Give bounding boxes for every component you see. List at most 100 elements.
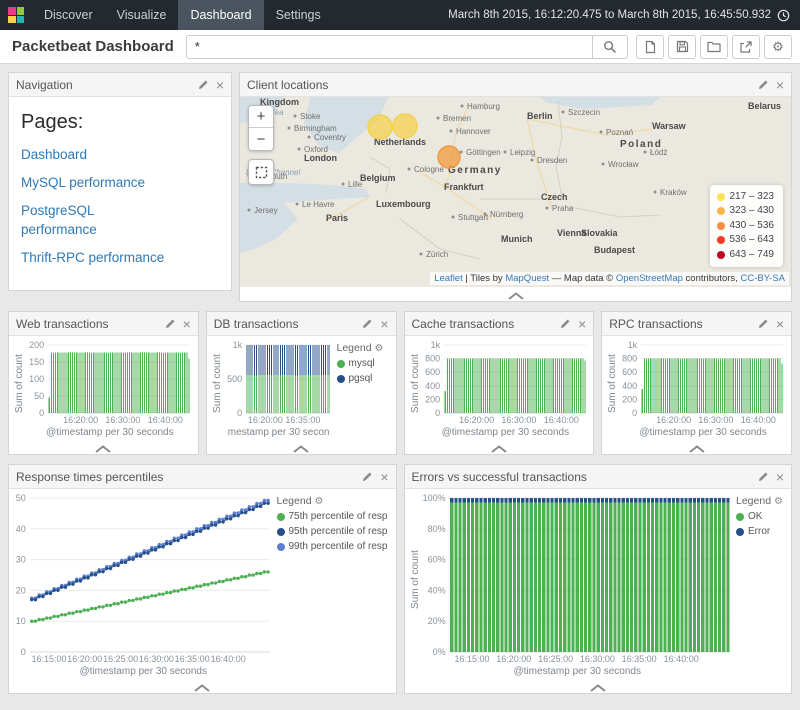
svg-text:Poznań: Poznań: [606, 128, 633, 137]
svg-text:0: 0: [21, 647, 26, 657]
svg-text:16:15:00: 16:15:00: [454, 654, 489, 664]
dashboard-link[interactable]: Dashboard: [21, 147, 88, 162]
web-transactions-chart[interactable]: 0 50 100 150 200 16:20:00 16:30:00 16:40:00: [26, 340, 194, 426]
map-zoom-in-button[interactable]: +: [249, 106, 273, 128]
dashboard-link[interactable]: MySQL performance: [21, 174, 146, 190]
chart-legend: Legend ⚙ mysql pgsql: [334, 340, 392, 426]
open-dashboard-button[interactable]: [700, 34, 728, 59]
dashboard-settings-button[interactable]: ⚙: [764, 34, 792, 59]
x-axis-title: @timestamp per 30 seconds: [46, 427, 174, 438]
attribution-link[interactable]: OpenStreetMap: [615, 273, 683, 284]
remove-panel-button[interactable]: ×: [380, 315, 389, 332]
new-dashboard-button[interactable]: [636, 34, 664, 59]
nav-item-discover[interactable]: Discover: [44, 8, 93, 22]
svg-text:1k: 1k: [232, 340, 242, 350]
share-dashboard-button[interactable]: [732, 34, 760, 59]
remove-panel-button[interactable]: ×: [215, 76, 224, 93]
legend-item[interactable]: OK: [736, 511, 787, 522]
y-axis-title: Sum of count: [211, 353, 223, 413]
legend-item[interactable]: 95th percentile of resp: [276, 526, 392, 537]
svg-text:Nürnberg: Nürnberg: [490, 210, 523, 219]
time-range-picker[interactable]: March 8th 2015, 16:12:20.475 to March 8t…: [448, 0, 800, 30]
legend-item[interactable]: pgsql: [336, 373, 392, 384]
collapse-panel-button[interactable]: [676, 441, 718, 453]
remove-panel-button[interactable]: ×: [380, 468, 389, 485]
errors-chart[interactable]: 0% 20% 40% 60% 80% 100% 16:15:00 16:20:00 16:25:…: [422, 493, 734, 665]
search-button[interactable]: [592, 34, 628, 59]
query-input[interactable]: [185, 34, 592, 59]
edit-panel-button[interactable]: [165, 318, 176, 329]
y-axis-title: Sum of count: [14, 353, 26, 413]
svg-text:16:40:00: 16:40:00: [663, 654, 698, 664]
attribution-link[interactable]: MapQuest: [505, 273, 550, 284]
edit-panel-button[interactable]: [758, 318, 769, 329]
attribution-link[interactable]: CC-BY-SA: [740, 273, 785, 284]
edit-panel-button[interactable]: [362, 471, 373, 482]
legend-gear-icon[interactable]: ⚙: [374, 342, 384, 354]
x-axis-title: @timestamp per 30 seconds: [441, 427, 570, 438]
svg-text:Kingdom: Kingdom: [260, 97, 299, 107]
panel-title: Web transactions: [16, 316, 109, 331]
collapse-panel-button[interactable]: [82, 441, 124, 453]
collapse-panel-button[interactable]: [495, 288, 537, 300]
edit-panel-button[interactable]: [560, 318, 571, 329]
svg-text:Bremen: Bremen: [443, 114, 471, 123]
cache-transactions-chart[interactable]: 0 200 400 600 800 1k 16:20:00 16:30:00 16:40:00: [422, 340, 590, 426]
collapse-panel-button[interactable]: [181, 680, 223, 692]
legend-item[interactable]: 75th percentile of resp: [276, 511, 392, 522]
legend-item[interactable]: mysql: [336, 358, 392, 369]
share-icon: [740, 40, 752, 53]
attribution-link[interactable]: Leaflet: [434, 273, 463, 284]
pencil-icon: [758, 319, 768, 328]
save-dashboard-button[interactable]: [668, 34, 696, 59]
edit-panel-button[interactable]: [758, 79, 769, 90]
svg-text:Belarus: Belarus: [748, 101, 781, 111]
remove-panel-button[interactable]: ×: [775, 315, 784, 332]
svg-text:Vienna: Vienna: [557, 228, 587, 238]
edit-panel-button[interactable]: [198, 79, 209, 90]
svg-text:40: 40: [16, 524, 26, 534]
kibana-logo-squares: [8, 7, 24, 23]
svg-text:0%: 0%: [432, 647, 445, 657]
remove-panel-button[interactable]: ×: [578, 315, 587, 332]
remove-panel-button[interactable]: ×: [775, 76, 784, 93]
dashboard-link[interactable]: Thrift-RPC performance: [21, 249, 165, 265]
svg-text:Praha: Praha: [552, 204, 574, 213]
rpc-transactions-chart[interactable]: 0 200 400 600 800 1k 16:20:00 16:30:00 16:40:00: [619, 340, 787, 426]
edit-panel-button[interactable]: [362, 318, 373, 329]
time-range-label: March 8th 2015, 16:12:20.475 to March 8t…: [448, 9, 771, 21]
chart-legend: Legend ⚙ 75th percentile of resp 95th perc…: [274, 493, 392, 665]
europe-map[interactable]: KingdomIrish SeaStokeBirminghamCoventryO…: [240, 97, 791, 287]
edit-panel-button[interactable]: [758, 471, 769, 482]
tile-map[interactable]: KingdomIrish SeaStokeBirminghamCoventryO…: [240, 97, 791, 287]
dashboard-link[interactable]: PostgreSQL performance: [21, 202, 97, 237]
svg-text:Munich: Munich: [501, 234, 533, 244]
collapse-panel-button[interactable]: [577, 680, 619, 692]
nav-item-dashboard[interactable]: Dashboard: [178, 0, 264, 30]
nav-item-settings[interactable]: Settings: [275, 8, 321, 22]
remove-panel-button[interactable]: ×: [775, 468, 784, 485]
legend-item[interactable]: Error: [736, 526, 787, 537]
collapse-panel-button[interactable]: [478, 441, 520, 453]
chevron-up-icon: [491, 445, 507, 453]
db-transactions-chart[interactable]: 0 500 1k 16:20:00 16:35:00: [224, 340, 334, 426]
nav-item-visualize[interactable]: Visualize: [116, 8, 167, 22]
collapse-panel-button[interactable]: [280, 441, 322, 453]
kibana-logo[interactable]: [0, 0, 32, 30]
map-zoom-control: + −: [248, 105, 274, 151]
y-axis-title: Sum of count: [607, 353, 619, 413]
svg-text:600: 600: [425, 367, 440, 377]
map-zoom-out-button[interactable]: −: [249, 128, 273, 150]
response-times-chart[interactable]: 0 10 20 30 40 50 16:15:00 16:20:00 16:25:00 16:30…: [13, 493, 274, 665]
legend-gear-icon[interactable]: ⚙: [314, 495, 324, 507]
dashboard-title: Packetbeat Dashboard: [12, 38, 174, 55]
legend-item[interactable]: 99th percentile of resp: [276, 541, 392, 552]
remove-panel-button[interactable]: ×: [182, 315, 191, 332]
save-icon: [676, 40, 688, 53]
svg-text:16:40:00: 16:40:00: [741, 415, 776, 425]
panel-client-locations: Client locations ×: [239, 72, 792, 302]
svg-text:Berlin: Berlin: [527, 111, 553, 121]
svg-text:0: 0: [435, 408, 440, 418]
map-draw-rectangle-button[interactable]: [248, 159, 274, 185]
legend-gear-icon[interactable]: ⚙: [774, 495, 784, 507]
